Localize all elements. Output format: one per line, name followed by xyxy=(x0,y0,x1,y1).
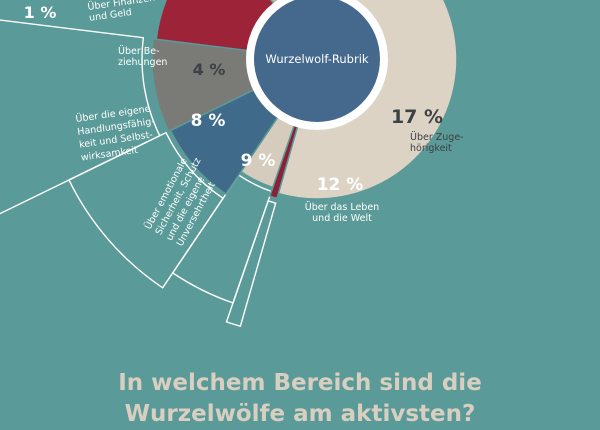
slice-1-category-label: Über Be-ziehungen xyxy=(118,46,167,68)
slice-0-outline xyxy=(225,199,277,328)
slice-1-category-line-0: Über Be- xyxy=(118,46,160,57)
slice-0-percent-label: 1 % xyxy=(24,3,57,22)
slice-4-category-line-1: und die Welt xyxy=(312,213,372,224)
center-label: Wurzelwolf-Rubrik xyxy=(265,52,368,66)
outer-ring-layer xyxy=(0,19,277,328)
slice-4-category-line-0: Über das Leben xyxy=(305,202,379,213)
chart-title: In welchem Bereich sind die Wurzelwölfe … xyxy=(118,370,482,427)
center-layer: Wurzelwolf-Rubrik xyxy=(246,0,388,130)
slice-1-percent-label: 4 % xyxy=(193,60,226,79)
slice-3-percent-label: 9 % xyxy=(241,151,276,171)
slice-5-percent-label: 17 % xyxy=(391,106,443,128)
slice-5-category-label: Über Zuge-hörigkeit xyxy=(410,132,464,154)
slice-4-percent-label: 12 % xyxy=(317,175,364,195)
slice-1-category-line-1: ziehungen xyxy=(118,57,167,68)
title-line-2: Wurzelwölfe am aktivsten? xyxy=(125,401,476,427)
title-line-1: In welchem Bereich sind die xyxy=(118,370,482,396)
slice-3-outline xyxy=(0,19,161,215)
slice-5-category-line-1: hörigkeit xyxy=(410,143,452,154)
slice-2-percent-label: 8 % xyxy=(191,111,226,131)
center-disc xyxy=(254,0,380,122)
slice-5-category-line-0: Über Zuge- xyxy=(410,132,464,143)
